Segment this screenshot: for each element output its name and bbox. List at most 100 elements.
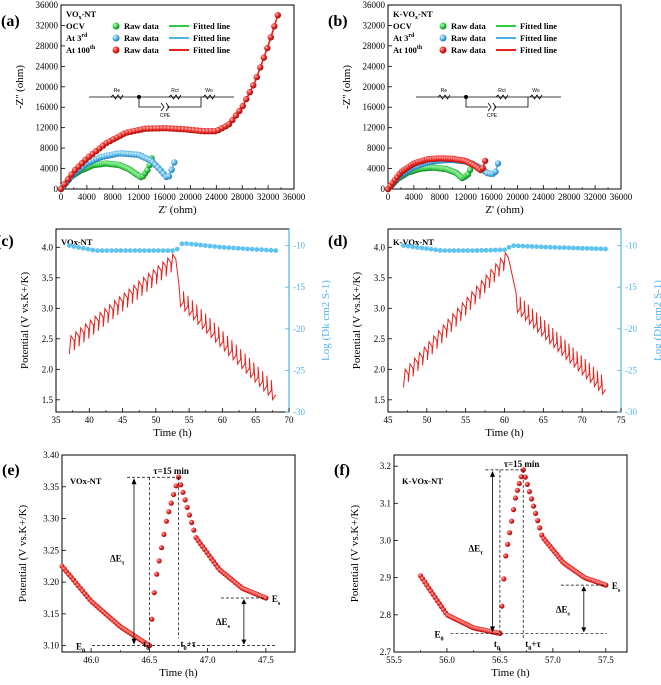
nyq-a-xtick-label: 4000: [78, 192, 97, 202]
gitt-d-diffusion-point: [506, 244, 512, 250]
circuit-label-rct: Rct: [498, 88, 506, 94]
gitt-d-diffusion-point: [419, 245, 425, 251]
nyq-a-legend-raw: Raw data: [124, 21, 159, 31]
nyq-a-xtick-label: 24000: [205, 192, 228, 202]
pulse-f-point: [497, 630, 503, 637]
pulse-e-point: [180, 489, 186, 495]
nyq-a-ytick-label: 8000: [40, 143, 59, 153]
gitt-d-diffusion-point: [410, 244, 416, 250]
gitt-c-potential-line: [68, 252, 277, 402]
pulse-f-point: [522, 474, 528, 480]
gitt-d-xtick-label: 45: [384, 415, 394, 425]
gitt-d-xlabel: Time (h): [485, 427, 524, 439]
nyq-b-xtick-label: 28000: [558, 192, 581, 202]
nyq-a-ytick-label: 20000: [36, 82, 59, 92]
nyq-a-xtick-label: 20000: [179, 192, 202, 202]
nyq-b-xtick-label: 4000: [405, 192, 424, 202]
pulse-e-point: [263, 595, 269, 601]
gitt-c-diffusion-point: [212, 244, 218, 249]
pulse-f-t0tau: t0+τ: [525, 639, 541, 652]
gitt-d-ytick-right-label: -30: [625, 407, 637, 417]
gitt-d-xtick-label: 55: [461, 415, 471, 425]
gitt-c-diffusion-point: [198, 242, 204, 248]
pulse-e-xtick-label: 47.5: [258, 655, 274, 665]
nyq-a-point-2: [250, 82, 257, 89]
pulse-f-ylabel: Potential (V vs.K+/K): [349, 504, 361, 602]
nyq-b-ytick-label: 16000: [363, 102, 386, 112]
gitt-c-label: (c): [0, 233, 14, 250]
gitt-d-xtick-label: 65: [539, 415, 549, 425]
pulse-f-arrowheads-des: [581, 586, 587, 633]
nyq-b-circuit: Re Rct Wo CPE: [416, 88, 561, 119]
gitt-d-ytick-right-label: -25: [625, 365, 637, 375]
nyq-b-legend-state: At 100th: [393, 45, 423, 55]
pulse-e-ytick-label: 3.30: [43, 514, 59, 524]
pulse-e-ytick-label: 3.20: [43, 577, 59, 587]
gitt-c-diffusion-point: [95, 248, 100, 254]
pulse-f-sample: K-VOx-NT: [402, 476, 443, 486]
nyq-a-point-1: [168, 166, 175, 173]
pulse-f-point: [530, 503, 537, 509]
pulse-f-point: [509, 518, 515, 524]
gitt-c-diffusion-point: [160, 248, 166, 254]
gitt-c-diffusion-point: [109, 248, 114, 254]
gitt-c-ytick-label: 4.0: [42, 242, 54, 252]
gitt-d-diffusion-point: [589, 246, 595, 251]
gitt-d-diffusion-point: [548, 244, 553, 250]
nyq-b-legend-fit: Fitted line: [520, 21, 557, 31]
panel-a: 0 4000 8000 12000 16000 20000 24000 28000 32000 3…: [1, 0, 306, 216]
pulse-e-ytick-label: 3.15: [43, 609, 59, 619]
nyq-b-legend-state: At 3rd: [393, 33, 415, 43]
gitt-d-ytick-right-label: -15: [625, 282, 637, 292]
gitt-d-ylabel-right: Log (Dk cm2 S-1): [652, 280, 661, 361]
gitt-c-diffusion-point: [113, 248, 119, 254]
pulse-f-xtick-label: 57.0: [545, 655, 561, 665]
pulse-f-point: [535, 518, 541, 524]
gitt-d-ytick-right-label: -20: [625, 324, 637, 334]
nyq-b-point-1: [494, 160, 502, 167]
gitt-c-diffusion-point: [249, 246, 255, 252]
gitt-d-diffusion-point: [483, 247, 489, 253]
pulse-e-label: (e): [2, 462, 20, 479]
nyq-a-point-2: [229, 116, 236, 124]
gitt-c-ytick-label: 3.5: [42, 273, 54, 283]
nyq-a-point-2: [271, 23, 278, 30]
pulse-e-point: [178, 482, 184, 488]
nyq-a-legend-state: OCV: [66, 21, 86, 31]
pulse-f-ytick-label: 3.1: [380, 498, 391, 508]
pulse-e-point: [149, 616, 155, 622]
circuit-resistor: [202, 94, 216, 100]
gitt-c-diffusion-point: [188, 241, 194, 247]
gitt-d-diffusion-point: [405, 243, 411, 249]
pulse-f-point: [499, 603, 505, 609]
gitt-d-xtick-label: 50: [422, 415, 432, 425]
gitt-d-xtick-label: 60: [500, 415, 510, 425]
gitt-d-ylabel-left: Potential (V vs.K+/K): [351, 271, 363, 369]
gitt-d-diffusion-point: [497, 247, 503, 253]
circuit-cpe: [160, 102, 170, 112]
circuit-resistor: [437, 94, 451, 100]
nyq-a-label: (a): [1, 13, 20, 30]
nyq-b-point-2: [481, 157, 489, 165]
pulse-f-point: [510, 507, 517, 513]
gitt-c-xtick-label: 50: [151, 415, 161, 425]
nyq-b-ytick-label: 12000: [363, 123, 386, 133]
gitt-c-diffusion-point: [104, 248, 110, 254]
gitt-c-ylabel-right: Log (Dk cm2 S-1): [320, 280, 332, 361]
nyq-a-point-2: [243, 95, 250, 103]
pulse-e-e0: E0: [76, 642, 85, 655]
pulse-f-xtick-label: 55.5: [386, 655, 402, 665]
gitt-d-diffusion-point: [470, 248, 475, 254]
gitt-c-diffusion-point: [170, 248, 175, 254]
circuit-resistor: [168, 94, 182, 100]
nyq-b-legend-marker: [439, 46, 447, 54]
pulse-e-point: [186, 512, 192, 518]
nyq-a-legend-raw: Raw data: [124, 45, 159, 55]
nyq-a-legend-marker: [112, 46, 120, 54]
gitt-d-diffusion-point: [593, 246, 599, 252]
gitt-c-diffusion-point: [174, 246, 180, 252]
pulse-e-point: [191, 527, 197, 533]
gitt-d-diffusion-point: [502, 247, 507, 253]
pulse-e-point: [189, 519, 195, 526]
gitt-d-diffusion-point: [401, 243, 406, 249]
